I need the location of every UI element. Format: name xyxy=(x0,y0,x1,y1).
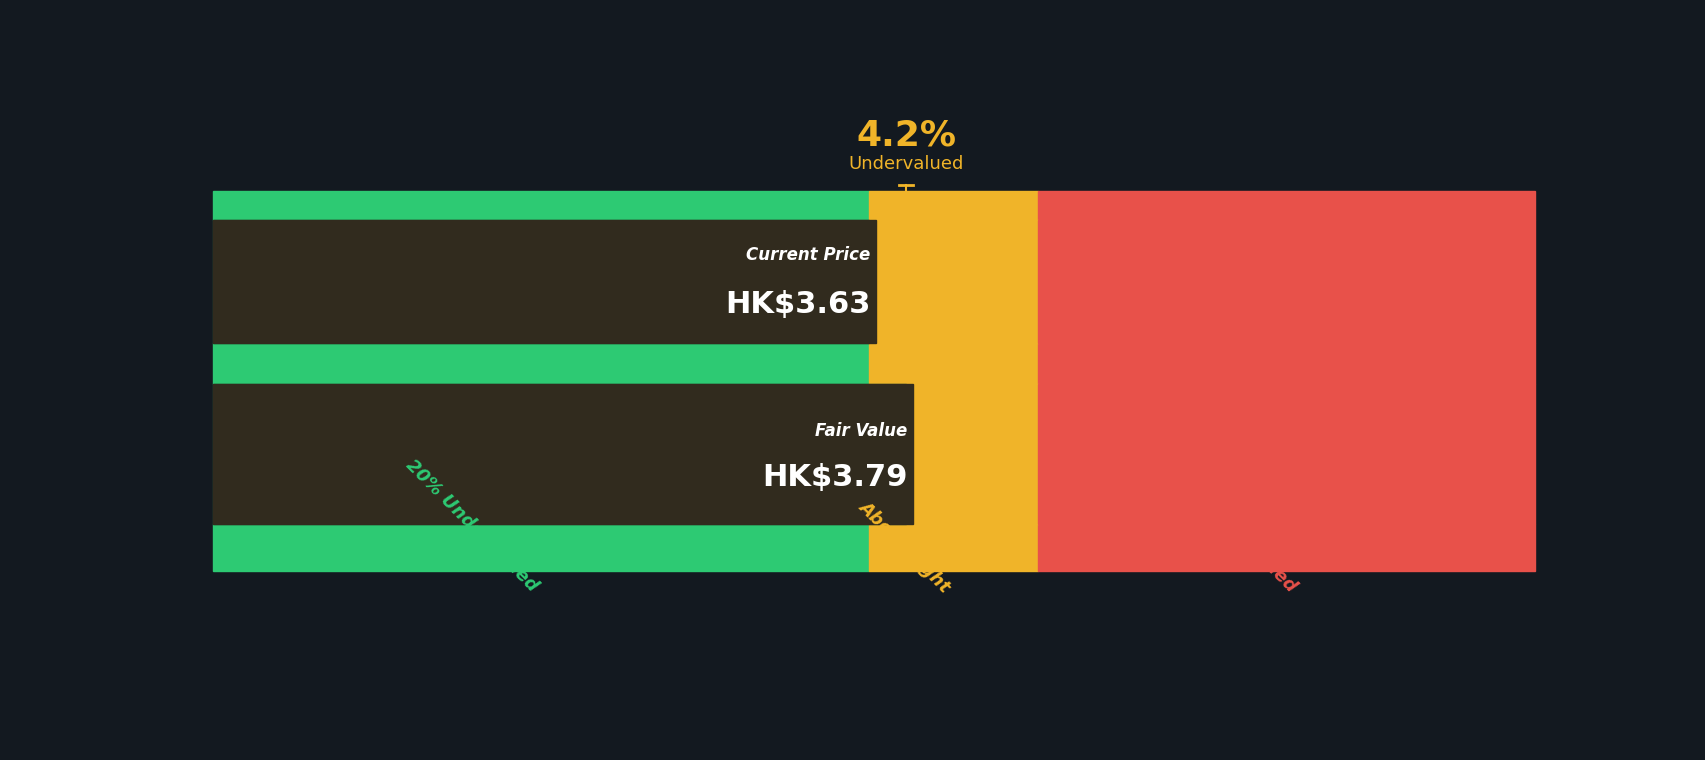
Bar xyxy=(213,191,868,220)
Bar xyxy=(1038,343,1534,384)
Text: 20% Overvalued: 20% Overvalued xyxy=(1170,466,1299,596)
Bar xyxy=(213,343,868,384)
Bar xyxy=(213,220,875,343)
Text: 4.2%: 4.2% xyxy=(856,118,955,152)
Text: About Right: About Right xyxy=(854,497,953,596)
Bar xyxy=(1038,220,1534,343)
Text: Fair Value: Fair Value xyxy=(815,422,907,439)
Bar xyxy=(213,524,868,571)
Bar xyxy=(1038,384,1534,524)
Text: Current Price: Current Price xyxy=(745,246,870,264)
Bar xyxy=(213,384,912,524)
Bar xyxy=(868,524,1038,571)
Bar xyxy=(1038,191,1534,220)
Text: 20% Undervalued: 20% Undervalued xyxy=(402,456,540,596)
Text: HK$3.63: HK$3.63 xyxy=(725,290,870,319)
Bar xyxy=(868,191,1038,220)
Bar xyxy=(868,384,1038,524)
Text: HK$3.79: HK$3.79 xyxy=(762,463,907,492)
Bar xyxy=(213,220,868,343)
Bar xyxy=(868,343,1038,384)
Bar xyxy=(868,220,1038,343)
Bar xyxy=(1038,524,1534,571)
Bar xyxy=(213,384,905,524)
Text: Undervalued: Undervalued xyxy=(847,155,963,173)
